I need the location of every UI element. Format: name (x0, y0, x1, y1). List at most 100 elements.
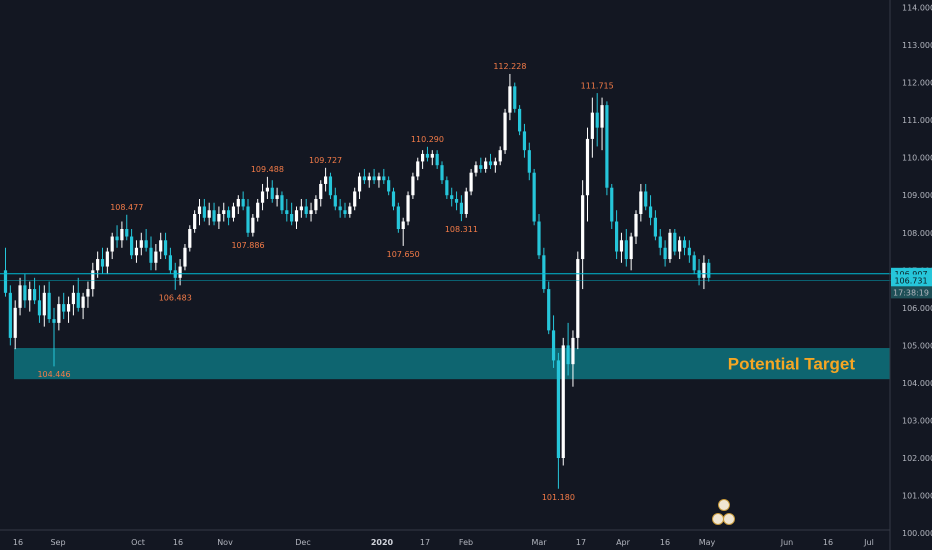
candle-body (362, 176, 366, 181)
candle (333, 187, 337, 211)
candle (440, 161, 444, 184)
high-low-label: 109.727 (309, 156, 342, 165)
candle-body (454, 198, 459, 203)
candles-layer (3, 73, 711, 489)
candle-body (163, 240, 168, 256)
price-tag-secondary-bg (891, 274, 932, 287)
candle (561, 337, 565, 466)
candle-body (440, 165, 444, 181)
candle-body (66, 304, 71, 312)
candle (687, 240, 691, 263)
candle (532, 168, 536, 226)
candle-body (217, 213, 221, 222)
x-tick-label: May (699, 538, 716, 547)
candle-body (241, 198, 245, 207)
candle (319, 180, 323, 207)
candle-body (168, 255, 172, 271)
candle (421, 150, 425, 169)
candle (590, 97, 594, 158)
candle-body (18, 285, 22, 308)
candle-body (125, 229, 129, 237)
y-tick-label: 113.000 (902, 41, 932, 50)
event-icon[interactable] (723, 513, 735, 525)
y-tick-label: 104.000 (902, 379, 932, 388)
y-tick-label: 108.000 (902, 229, 932, 238)
event-icon[interactable] (712, 513, 724, 525)
candle-body (702, 262, 706, 278)
candle (547, 281, 551, 335)
candle-body (488, 161, 493, 166)
candle (47, 281, 51, 323)
candle (328, 172, 333, 199)
candle (23, 274, 27, 308)
candle (125, 214, 129, 241)
y-axis[interactable]: 114.000 113.000 112.000 111.000 110.000 109.0… (889, 0, 932, 550)
candle (454, 191, 459, 211)
high-low-label: 107.886 (231, 241, 264, 250)
candle (265, 176, 269, 199)
candle-body (139, 240, 143, 248)
candle-body (561, 345, 565, 459)
candle-body (120, 229, 124, 241)
candle (639, 183, 643, 222)
candle (115, 225, 119, 248)
candle (600, 97, 604, 151)
candle (411, 172, 415, 199)
candle (682, 236, 687, 256)
candle (28, 281, 32, 312)
candle-body (115, 236, 119, 241)
candle (275, 187, 279, 207)
candle (270, 180, 274, 203)
candle (401, 217, 405, 246)
candle (231, 202, 236, 222)
candle (372, 168, 376, 184)
candle (81, 292, 85, 320)
candle (42, 285, 46, 327)
candle-body (551, 330, 556, 361)
candle (149, 236, 153, 271)
candle-body (692, 255, 696, 271)
candle (595, 93, 599, 147)
y-tick-label: 100.000 (902, 529, 932, 538)
candle (256, 198, 260, 222)
target-zone[interactable] (14, 348, 890, 380)
candle-body (81, 296, 85, 308)
candle-body (556, 360, 560, 459)
candle (469, 168, 473, 196)
candle-body (28, 289, 32, 301)
candle (173, 262, 177, 290)
candle (513, 82, 517, 113)
candle (154, 244, 158, 271)
candle-body (425, 153, 430, 158)
candle-body (615, 221, 619, 252)
event-icon[interactable] (718, 499, 730, 511)
candle (110, 232, 114, 260)
candle (634, 210, 638, 245)
candle-body (265, 187, 269, 192)
candle (367, 172, 371, 188)
candle (678, 236, 682, 260)
candle-body (76, 292, 80, 308)
candle-body (207, 210, 211, 218)
candle-body (236, 198, 240, 207)
target-zone-label: Potential Target (728, 355, 856, 374)
x-axis[interactable]: 16 Sep Oct 16 Nov Dec 2020 17 Feb Mar 17 Apr 16 May Ju… (0, 529, 890, 547)
candle-body (682, 240, 687, 248)
candle-body (328, 176, 333, 196)
candle-body (42, 292, 46, 316)
candle (668, 229, 672, 263)
high-low-labels-layer: 104.446 106.483 108.477 107.886 109.488 109.7… (37, 62, 613, 502)
candle (663, 240, 667, 267)
candle (556, 352, 560, 489)
candle (280, 191, 284, 214)
candle (629, 232, 633, 271)
candle (130, 229, 134, 260)
candle-body (47, 292, 51, 320)
candle-body (188, 229, 192, 248)
candle-body (542, 255, 546, 290)
candle-body (459, 202, 463, 214)
candle-body (590, 112, 594, 139)
candle-body (8, 292, 12, 338)
candle (624, 229, 628, 267)
